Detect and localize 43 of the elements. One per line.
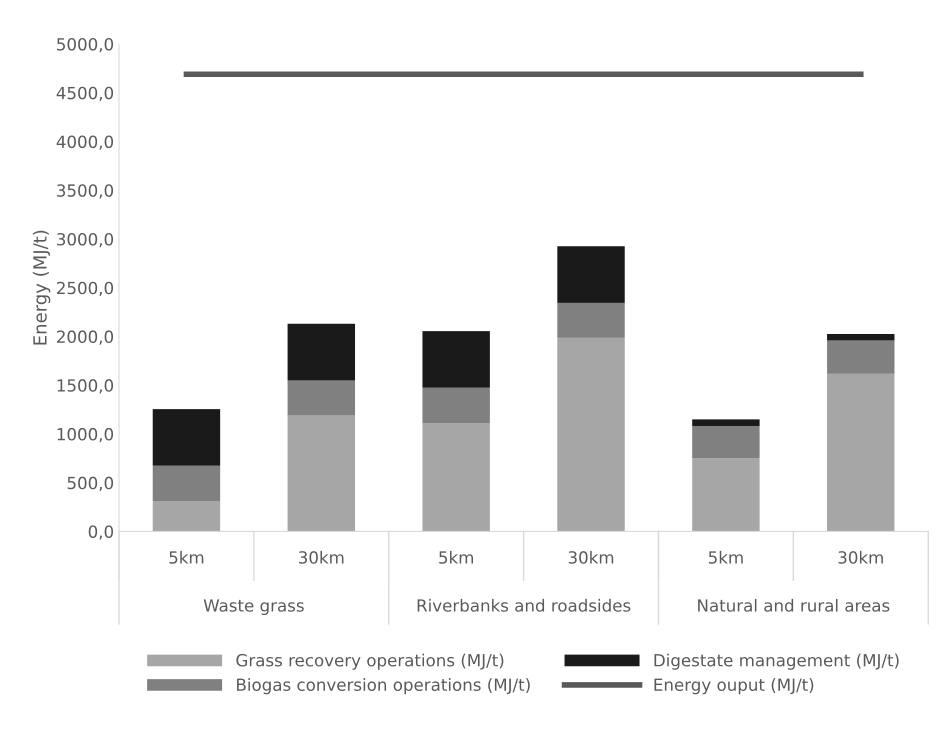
bar (557, 246, 625, 303)
x-tick-label: 5km (708, 550, 743, 564)
y-tick-label: 3500,0 (57, 184, 114, 199)
y-tick-label: 4000,0 (56, 135, 114, 150)
y-tick-label: 4500,0 (56, 86, 114, 102)
bar (152, 501, 220, 532)
bar (557, 302, 625, 338)
legend-label: Biogas conversion operations (MJ/t) (237, 678, 530, 694)
x-tick-label: 30km (299, 550, 344, 564)
y-tick-label: 3000,0 (57, 232, 114, 248)
legend-label: Digestate management (MJ/t) (654, 654, 899, 670)
x-tick-label: 30km (838, 550, 883, 564)
bar (152, 409, 220, 466)
bar (422, 423, 490, 532)
y-tick-label: 1500,0 (58, 379, 114, 394)
x-tick-label: 5km (169, 550, 204, 564)
text: Riverbanks and roadsides (418, 598, 630, 612)
x-tick-label: 5km (439, 550, 473, 564)
bar (288, 415, 356, 532)
bar (422, 331, 490, 388)
y-tick-label: 0,0 (88, 525, 114, 540)
text: Natural and rural areas (698, 598, 890, 612)
y-tick-label: 2000,0 (57, 330, 114, 345)
y-tick-label: 1000,0 (58, 428, 114, 442)
bar (692, 458, 760, 532)
bar (288, 324, 356, 380)
x-tick-label: 30km (568, 550, 614, 564)
legend-label: Grass recovery operations (MJ/t) (236, 654, 504, 670)
bar (827, 374, 894, 532)
text: Waste grass (204, 599, 304, 616)
y-tick-label: 500,0 (68, 476, 114, 491)
bar (422, 388, 490, 424)
bar (557, 337, 625, 532)
legend-label: Energy ouput (MJ/t) (654, 678, 814, 694)
bar (288, 380, 356, 416)
y-tick-label: 2500,0 (57, 282, 114, 296)
bar (827, 340, 894, 374)
bar (152, 466, 220, 502)
bar (692, 419, 760, 426)
bar (692, 426, 760, 458)
y-axis-title: Energy (MJ/t) (32, 230, 50, 345)
bar (827, 334, 894, 340)
y-tick-label: 5000,0 (57, 38, 114, 52)
